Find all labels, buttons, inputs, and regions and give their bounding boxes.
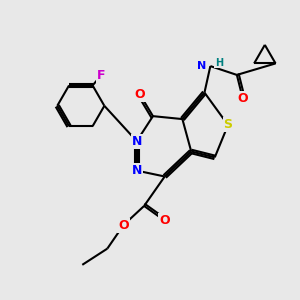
Text: H: H (215, 58, 223, 68)
Text: F: F (97, 69, 106, 82)
Text: N: N (197, 61, 206, 71)
Text: O: O (134, 88, 145, 100)
Text: O: O (237, 92, 248, 105)
Text: N: N (132, 164, 142, 177)
Text: N: N (132, 135, 142, 148)
Text: S: S (224, 118, 232, 131)
Text: O: O (118, 219, 129, 232)
Text: O: O (159, 214, 170, 227)
